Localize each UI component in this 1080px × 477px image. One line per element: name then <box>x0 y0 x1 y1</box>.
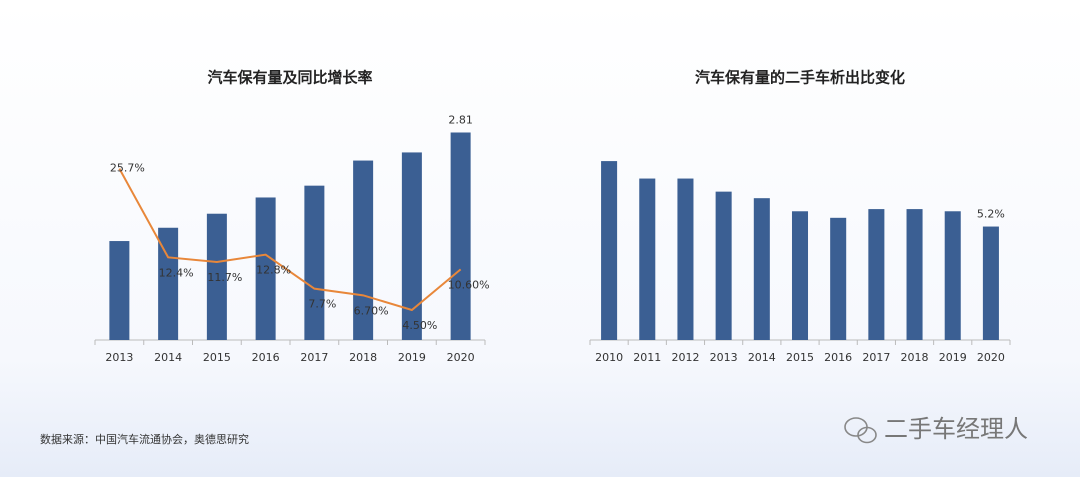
data-label: 12.8% <box>256 264 291 277</box>
bar <box>206 213 227 340</box>
bar <box>450 132 471 340</box>
x-tick-label: 2014 <box>154 351 182 364</box>
bar <box>982 226 999 340</box>
chart-title: 汽车保有量的二手车析出比变化 <box>695 69 905 87</box>
bar <box>830 217 847 340</box>
watermark-icon <box>844 417 877 444</box>
x-tick-label: 2012 <box>671 351 699 364</box>
x-tick-label: 2019 <box>398 351 426 364</box>
data-label: 6.70% <box>354 304 389 317</box>
chart-title: 汽车保有量及同比增长率 <box>207 69 372 87</box>
bar <box>304 185 325 340</box>
bar <box>677 178 694 340</box>
bar <box>255 197 276 340</box>
x-tick-label: 2019 <box>939 351 967 364</box>
x-tick-label: 2010 <box>595 351 623 364</box>
x-tick-label: 2016 <box>252 351 280 364</box>
x-tick-label: 2011 <box>633 351 661 364</box>
bar <box>791 211 809 340</box>
bar <box>715 191 732 340</box>
x-tick-label: 2014 <box>748 351 776 364</box>
bar <box>601 161 618 340</box>
data-label: 10.60% <box>448 278 490 291</box>
x-tick-label: 2017 <box>300 351 328 364</box>
bar <box>158 227 179 340</box>
x-tick-label: 2018 <box>349 351 377 364</box>
bar <box>109 241 130 340</box>
bar <box>906 209 923 340</box>
bar <box>401 152 422 340</box>
data-label: 7.7% <box>308 298 336 311</box>
bar <box>944 211 961 340</box>
x-tick-label: 2020 <box>977 351 1005 364</box>
x-tick-label: 2013 <box>710 351 738 364</box>
data-label: 11.7% <box>207 271 242 284</box>
watermark: 二手车经理人 <box>884 415 1028 443</box>
data-label: 25.7% <box>110 162 145 175</box>
x-tick-label: 2020 <box>447 351 475 364</box>
bar <box>639 178 656 340</box>
data-label: 4.50% <box>402 319 437 332</box>
x-tick-label: 2017 <box>862 351 890 364</box>
x-tick-label: 2018 <box>901 351 929 364</box>
data-label: 2.81 <box>448 113 473 126</box>
data-label: 5.2% <box>977 208 1005 221</box>
bar <box>753 198 770 340</box>
line <box>118 168 462 312</box>
data-label: 12.4% <box>159 266 194 279</box>
bar <box>868 209 885 340</box>
x-tick-label: 2016 <box>824 351 852 364</box>
x-tick-label: 2015 <box>786 351 814 364</box>
x-tick-label: 2013 <box>105 351 133 364</box>
x-tick-label: 2015 <box>203 351 231 364</box>
source: 数据来源：中国汽车流通协会，奥德思研究 <box>40 432 249 446</box>
